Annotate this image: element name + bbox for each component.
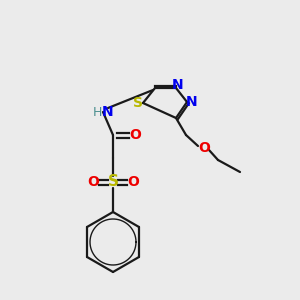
Text: N: N	[102, 105, 114, 119]
Text: S: S	[107, 175, 118, 190]
Text: O: O	[198, 141, 210, 155]
Text: N: N	[172, 78, 184, 92]
Text: O: O	[87, 175, 99, 189]
Text: H: H	[92, 106, 102, 118]
Text: O: O	[129, 128, 141, 142]
Text: O: O	[127, 175, 139, 189]
Text: N: N	[186, 95, 198, 109]
Text: S: S	[133, 96, 143, 110]
